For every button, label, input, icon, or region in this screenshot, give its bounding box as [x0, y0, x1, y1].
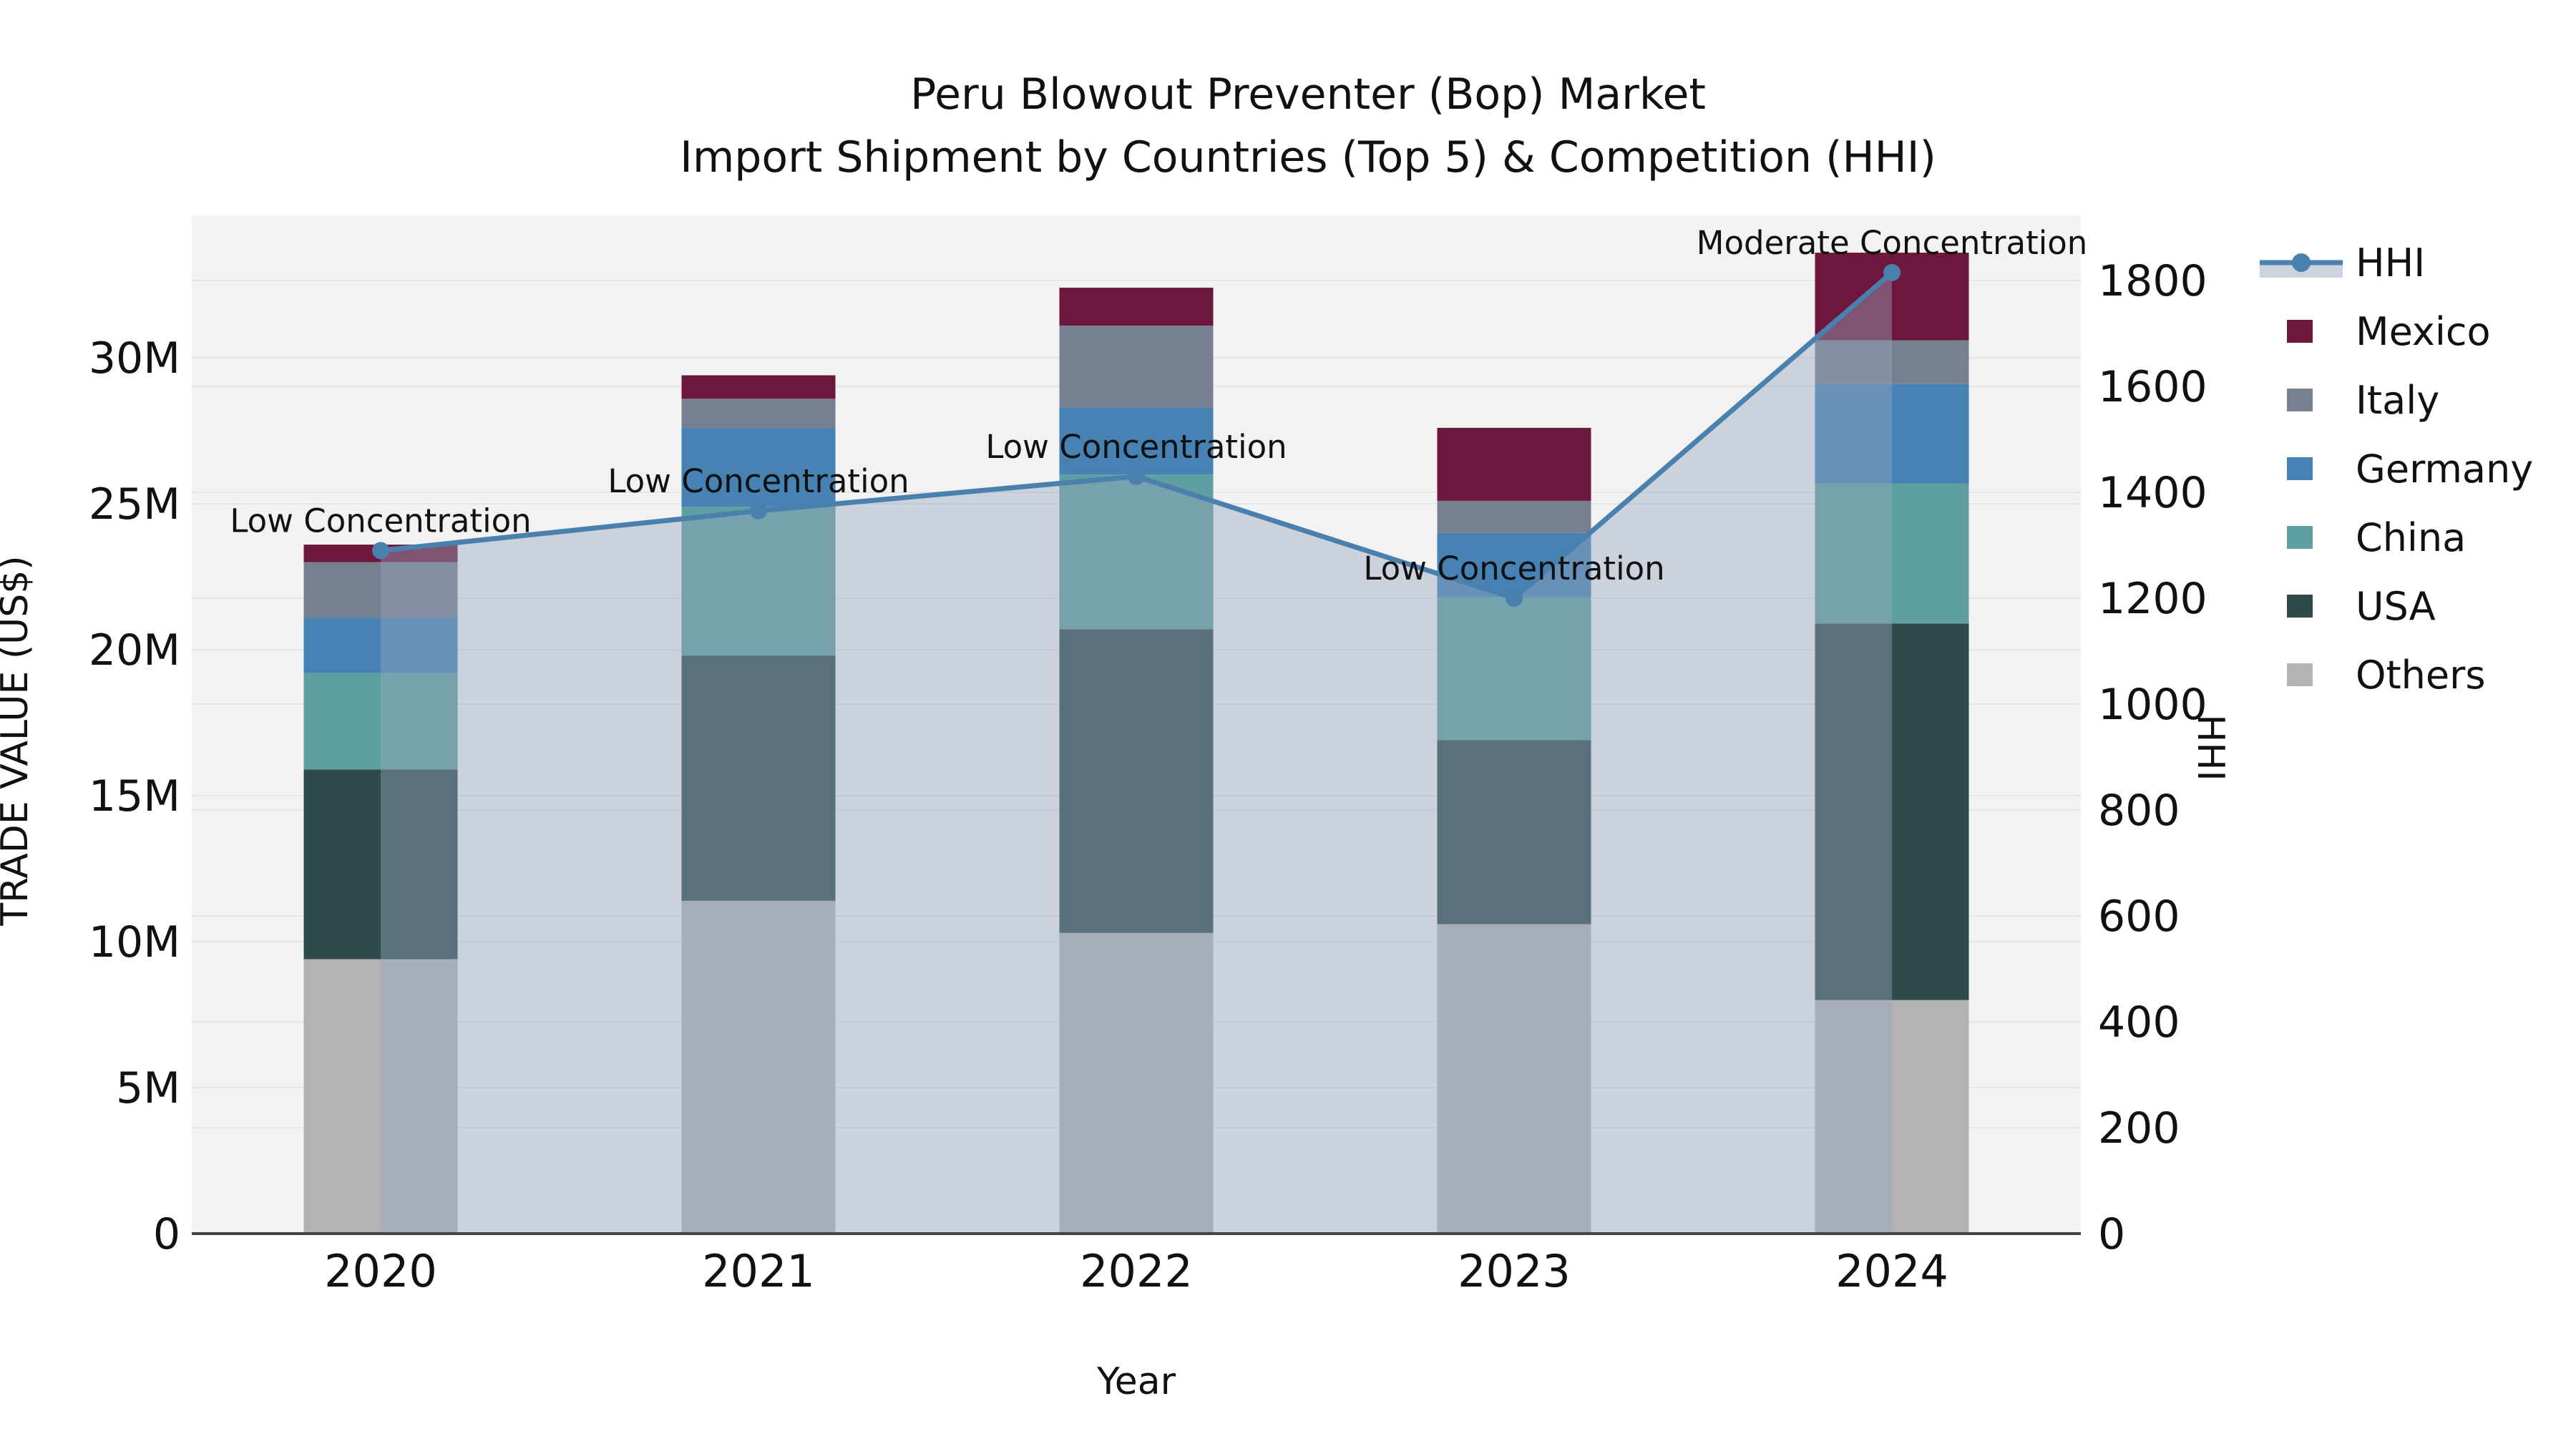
y-left-tick-20M: 20M — [89, 625, 180, 675]
bar-segment-others-2023[interactable] — [1437, 924, 1591, 1234]
bar-segment-italy-2023[interactable] — [1437, 500, 1591, 533]
bar-segment-germany-2024[interactable] — [1815, 384, 1969, 484]
y-right-tick-1400: 1400 — [2098, 468, 2207, 518]
legend-item-italy[interactable]: Italy — [2287, 378, 2439, 423]
bar-segment-others-2020[interactable] — [303, 959, 458, 1234]
annotation-2022: Low Concentration — [985, 428, 1287, 466]
bar-segment-germany-2020[interactable] — [303, 618, 458, 673]
y-left-tick-0: 0 — [153, 1209, 180, 1259]
y-left-tick-5M: 5M — [116, 1063, 180, 1113]
x-tick-2023: 2023 — [1458, 1245, 1571, 1297]
y-left-axis-title: TRADE VALUE (US$) — [0, 555, 36, 926]
bar-segment-china-2021[interactable] — [681, 507, 836, 656]
bar-segment-others-2021[interactable] — [681, 900, 836, 1234]
y-right-tick-1800: 1800 — [2098, 256, 2207, 306]
bar-segment-china-2023[interactable] — [1437, 597, 1591, 741]
hhi-marker-2022[interactable] — [1128, 467, 1145, 485]
legend-label-germany: Germany — [2356, 447, 2533, 492]
bar-segment-china-2024[interactable] — [1815, 483, 1969, 624]
y-right-tick-1200: 1200 — [2098, 574, 2207, 624]
bar-segment-usa-2020[interactable] — [303, 769, 458, 960]
x-tick-2022: 2022 — [1080, 1245, 1193, 1297]
hhi-marker-2020[interactable] — [372, 542, 389, 560]
hhi-marker-2023[interactable] — [1506, 590, 1523, 607]
y-left-tick-25M: 25M — [89, 479, 180, 530]
y-left-tick-15M: 15M — [89, 771, 180, 821]
legend-swatch-others — [2287, 663, 2313, 686]
legend-swatch-germany — [2287, 457, 2313, 480]
legend-swatch-italy — [2287, 389, 2313, 411]
legend-label-italy: Italy — [2356, 378, 2439, 423]
chart-title-line1: Peru Blowout Preventer (Bop) Market — [910, 69, 1706, 119]
bar-segment-china-2022[interactable] — [1059, 474, 1214, 630]
legend-label-china: China — [2356, 515, 2466, 560]
legend-label-usa: USA — [2356, 584, 2436, 629]
legend-item-mexico[interactable]: Mexico — [2287, 309, 2491, 354]
y-right-tick-600: 600 — [2098, 892, 2180, 942]
bar-segment-others-2022[interactable] — [1059, 932, 1214, 1234]
legend-swatch-china — [2287, 526, 2313, 549]
legend-item-others[interactable]: Others — [2287, 653, 2485, 698]
bar-segment-others-2024[interactable] — [1815, 1000, 1969, 1234]
legend-item-china[interactable]: China — [2287, 515, 2466, 560]
legend-label-hhi: HHI — [2356, 240, 2425, 286]
bar-segment-italy-2021[interactable] — [681, 399, 836, 428]
legend-swatch-usa — [2287, 595, 2313, 618]
annotation-2024: Moderate Concentration — [1697, 224, 2088, 262]
y-right-tick-800: 800 — [2098, 786, 2180, 836]
y-right-tick-200: 200 — [2098, 1103, 2180, 1153]
hhi-marker-2024[interactable] — [1883, 263, 1901, 281]
annotation-2020: Low Concentration — [230, 502, 531, 540]
bar-segment-italy-2022[interactable] — [1059, 326, 1214, 408]
bar-segment-usa-2021[interactable] — [681, 655, 836, 901]
bar-segment-china-2020[interactable] — [303, 673, 458, 770]
bar-segment-italy-2024[interactable] — [1815, 340, 1969, 384]
legend-item-hhi[interactable]: HHI — [2260, 240, 2425, 286]
legend-item-usa[interactable]: USA — [2287, 584, 2436, 629]
legend-label-others: Others — [2356, 653, 2485, 698]
y-right-tick-0: 0 — [2098, 1209, 2125, 1259]
bar-segment-germany-2021[interactable] — [681, 427, 836, 507]
legend-label-mexico: Mexico — [2356, 309, 2491, 354]
x-axis-title: Year — [1096, 1360, 1176, 1403]
y-right-axis-title: HHI — [2189, 714, 2232, 781]
y-right-tick-1000: 1000 — [2098, 680, 2207, 730]
y-left-tick-30M: 30M — [89, 333, 180, 384]
annotation-2021: Low Concentration — [608, 462, 909, 500]
hhi-marker-2021[interactable] — [750, 502, 767, 519]
legend-swatch-mexico — [2287, 320, 2313, 343]
annotation-2023: Low Concentration — [1363, 550, 1664, 587]
legend-hhi-marker-sample — [2292, 253, 2311, 272]
bar-segment-germany-2023[interactable] — [1437, 532, 1591, 597]
legend-item-germany[interactable]: Germany — [2287, 447, 2533, 492]
bar-segment-germany-2022[interactable] — [1059, 407, 1214, 475]
y-right-tick-1600: 1600 — [2098, 362, 2207, 412]
bar-segment-mexico-2021[interactable] — [681, 375, 836, 399]
x-tick-2021: 2021 — [702, 1245, 815, 1297]
bar-segment-mexico-2022[interactable] — [1059, 288, 1214, 326]
x-tick-2024: 2024 — [1835, 1245, 1948, 1297]
bar-segment-mexico-2023[interactable] — [1437, 427, 1591, 501]
bar-segment-usa-2023[interactable] — [1437, 740, 1591, 924]
y-left-tick-10M: 10M — [89, 917, 180, 967]
bar-segment-usa-2022[interactable] — [1059, 629, 1214, 933]
chart-title-line2: Import Shipment by Countries (Top 5) & C… — [680, 132, 1936, 182]
bar-segment-italy-2020[interactable] — [303, 562, 458, 618]
x-tick-2020: 2020 — [324, 1245, 437, 1297]
y-right-tick-400: 400 — [2098, 997, 2180, 1048]
bar-segment-usa-2024[interactable] — [1815, 623, 1969, 1000]
